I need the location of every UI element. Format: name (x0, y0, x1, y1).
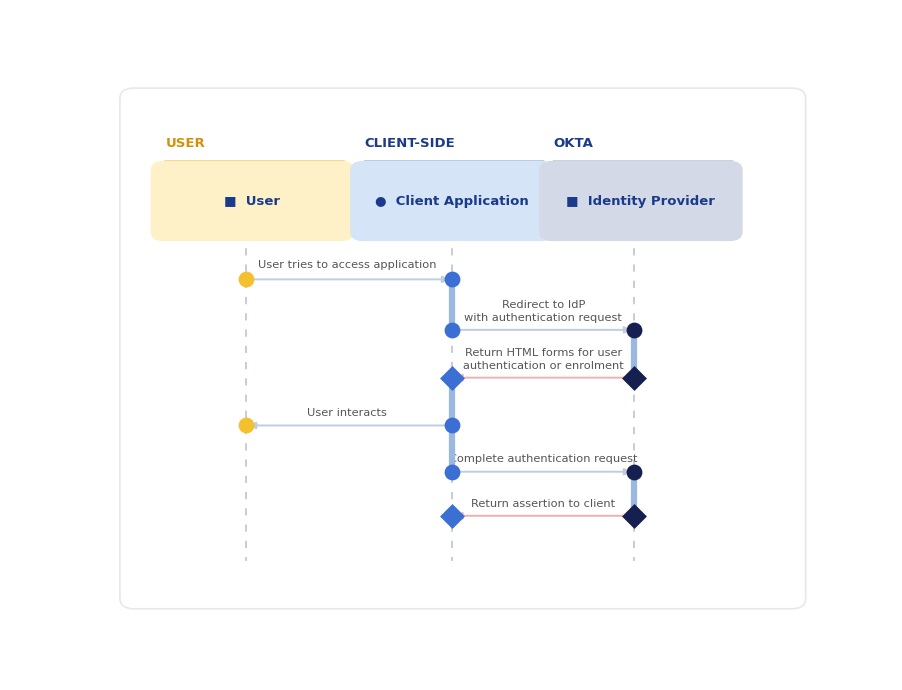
Point (445, 466, 459, 477)
Text: Return HTML forms for user
authentication or enrolment: Return HTML forms for user authenticatio… (463, 348, 623, 371)
FancyBboxPatch shape (164, 160, 345, 166)
Point (445, 511, 459, 522)
FancyBboxPatch shape (350, 161, 553, 241)
FancyBboxPatch shape (538, 161, 741, 241)
Point (238, 274, 253, 285)
Point (445, 274, 459, 285)
Point (445, 324, 459, 335)
Text: Complete authentication request: Complete authentication request (448, 454, 637, 464)
Point (445, 372, 459, 383)
Text: User tries to access application: User tries to access application (258, 260, 436, 270)
Text: Redirect to IdP
with authentication request: Redirect to IdP with authentication requ… (464, 299, 621, 323)
Text: USER: USER (165, 137, 205, 150)
Point (626, 511, 640, 522)
Point (626, 372, 640, 383)
FancyBboxPatch shape (552, 160, 732, 166)
Text: OKTA: OKTA (553, 137, 593, 150)
Point (626, 466, 640, 477)
FancyBboxPatch shape (151, 161, 354, 241)
Text: Return assertion to client: Return assertion to client (471, 499, 614, 509)
Point (626, 324, 640, 335)
Text: ●  Client Application: ● Client Application (374, 195, 529, 208)
FancyBboxPatch shape (120, 88, 805, 609)
Text: ■  User: ■ User (225, 195, 281, 208)
FancyBboxPatch shape (363, 160, 544, 166)
Text: User interacts: User interacts (307, 408, 387, 417)
Point (445, 420, 459, 431)
Text: CLIENT-SIDE: CLIENT-SIDE (364, 137, 455, 150)
Point (238, 420, 253, 431)
Text: ■  Identity Provider: ■ Identity Provider (566, 195, 714, 208)
